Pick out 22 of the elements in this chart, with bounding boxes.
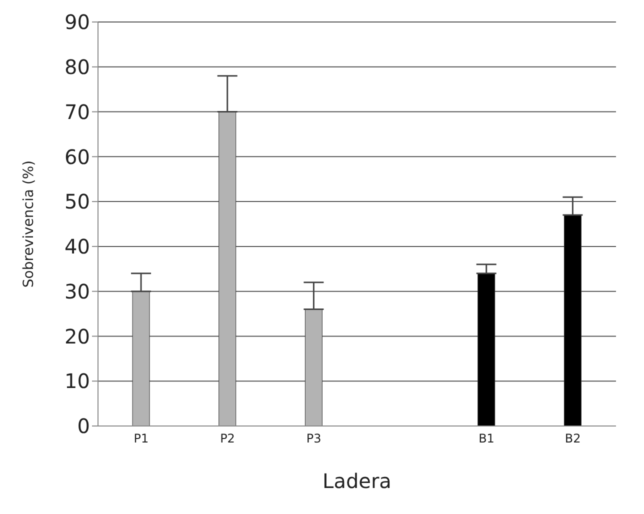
x-tick-label: P1 — [134, 432, 149, 446]
bar — [304, 309, 322, 426]
x-axis-title: Ladera — [322, 469, 392, 494]
y-tick-label: 50 — [64, 190, 90, 214]
bar — [478, 273, 496, 426]
y-tick-label: 40 — [64, 234, 90, 259]
x-tick-label: P3 — [306, 432, 322, 446]
y-tick-label: 30 — [64, 279, 90, 304]
y-tick-label: 20 — [64, 324, 90, 348]
bar — [218, 112, 236, 426]
y-tick-label: 70 — [64, 100, 90, 124]
y-tick-label: 80 — [64, 54, 90, 79]
y-tick-label: 10 — [64, 369, 90, 394]
x-tick-label: B1 — [478, 432, 494, 446]
bar — [564, 214, 582, 426]
y-axis-title: Sobrevivencia (%) — [20, 160, 37, 288]
x-tick-label: B2 — [564, 432, 581, 446]
bar — [132, 291, 150, 426]
y-tick-label: 0 — [77, 414, 90, 438]
y-tick-label: 90 — [64, 10, 90, 34]
x-tick-label: P2 — [220, 432, 235, 446]
y-tick-label: 60 — [64, 144, 90, 169]
